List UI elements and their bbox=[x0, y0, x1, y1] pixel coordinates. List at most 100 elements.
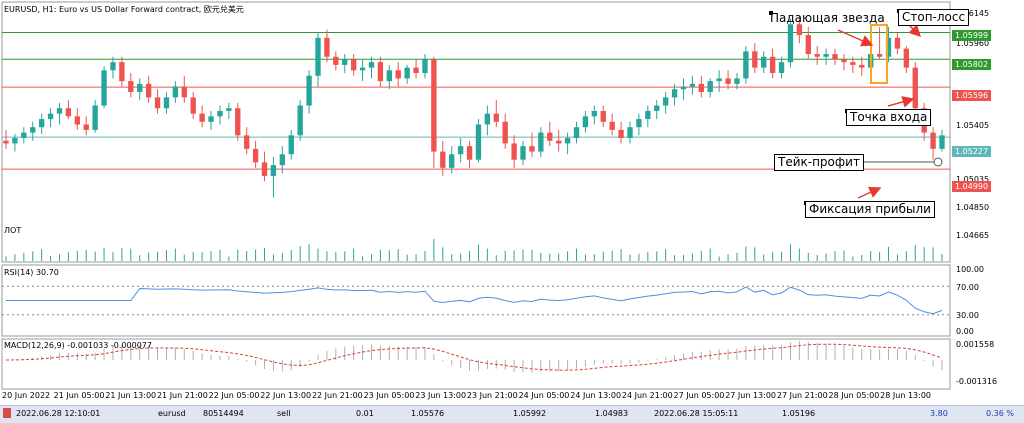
candle-body bbox=[324, 37, 330, 57]
candle-body bbox=[333, 56, 339, 65]
entry-point-arrow bbox=[887, 96, 915, 108]
level-badge: 1.05596 bbox=[952, 90, 992, 101]
time-axis-label: 22 Jun 05:00 bbox=[208, 391, 260, 400]
rsi-axis-label: 70.00 bbox=[956, 283, 979, 292]
anchor-dot bbox=[769, 11, 773, 15]
candle-body bbox=[805, 35, 811, 55]
price-axis-label: 1.04850 bbox=[956, 203, 990, 212]
level-badge: 1.05999 bbox=[952, 30, 992, 41]
candle-body bbox=[315, 37, 321, 76]
candle-body bbox=[163, 97, 170, 109]
candle-body bbox=[235, 108, 241, 136]
profit-fix-label: Фиксация прибыли bbox=[805, 201, 935, 218]
time-axis-label: 22 Jun 13:00 bbox=[260, 391, 312, 400]
candle-body bbox=[217, 110, 223, 117]
trade-percent: 0.36 % bbox=[986, 409, 1014, 418]
rsi-line bbox=[6, 286, 943, 315]
candle-body bbox=[556, 140, 562, 144]
sell-icon bbox=[3, 408, 11, 418]
trade-type: sell bbox=[277, 409, 291, 418]
candle-body bbox=[466, 146, 473, 160]
candle-body bbox=[520, 146, 526, 160]
macd-signal-line bbox=[5, 343, 943, 371]
candle-body bbox=[449, 154, 455, 168]
candle-body bbox=[841, 59, 847, 63]
candle-body bbox=[119, 62, 125, 82]
candle-body bbox=[645, 110, 651, 120]
candle-body bbox=[38, 119, 45, 128]
candle-body bbox=[74, 116, 80, 125]
candle-body bbox=[671, 89, 678, 98]
trade-sl: 1.05992 bbox=[513, 409, 547, 418]
candle-body bbox=[547, 132, 553, 141]
rsi-axis-label: 0.00 bbox=[956, 327, 974, 336]
trade-tp: 1.04983 bbox=[595, 409, 629, 418]
trade-history-row[interactable]: 2022.06.28 12:10:01 eurusd 80514494 sell… bbox=[0, 405, 1024, 423]
candle-body bbox=[502, 121, 508, 144]
candle-body bbox=[493, 113, 499, 122]
candle-body bbox=[404, 67, 410, 79]
candle-body bbox=[359, 67, 366, 71]
rsi-title: RSI(14) 30.70 bbox=[4, 268, 59, 277]
candle-body bbox=[680, 86, 687, 90]
trade-open-price: 1.05576 bbox=[411, 409, 445, 418]
time-axis-label: 27 Jun 05:00 bbox=[673, 391, 725, 400]
candle-body bbox=[573, 127, 580, 139]
candle-body bbox=[752, 51, 758, 68]
trade-close-time: 2022.06.28 15:05:11 bbox=[654, 409, 739, 418]
candle-body bbox=[707, 81, 713, 92]
candle-body bbox=[850, 62, 856, 65]
candle-body bbox=[190, 97, 196, 114]
candle-body bbox=[172, 86, 179, 98]
candle-body bbox=[734, 78, 740, 84]
take-profit-label: Тейк-профит bbox=[774, 154, 864, 171]
candle-body bbox=[395, 70, 401, 79]
candle-body bbox=[12, 138, 18, 144]
stop-loss-arrow bbox=[907, 23, 922, 38]
candle-body bbox=[3, 140, 9, 144]
candle-body bbox=[823, 54, 829, 57]
candle-body bbox=[885, 37, 892, 57]
time-axis-label: 23 Jun 05:00 bbox=[363, 391, 415, 400]
stop-loss-label: Стоп-лосс bbox=[898, 9, 970, 26]
price-axis-label: 1.05035 bbox=[956, 175, 990, 184]
candle-body bbox=[698, 83, 704, 92]
volume-label: ЛОТ bbox=[4, 226, 22, 235]
time-axis-label: 24 Jun 05:00 bbox=[518, 391, 570, 400]
candle-body bbox=[30, 127, 36, 133]
time-axis-label: 28 Jun 13:00 bbox=[880, 391, 931, 400]
candle-body bbox=[609, 121, 615, 130]
level-badge: 1.04990 bbox=[952, 181, 992, 192]
candle-body bbox=[484, 113, 491, 125]
candle-body bbox=[930, 132, 936, 149]
time-axis-label: 23 Jun 21:00 bbox=[466, 391, 518, 400]
entry-point-label: Точка входа bbox=[846, 109, 932, 126]
panel-frame bbox=[1, 1, 951, 263]
candle-body bbox=[591, 110, 598, 117]
price-axis-label: 1.05405 bbox=[956, 121, 990, 130]
trade-profit: 3.80 bbox=[930, 409, 948, 418]
time-axis-label: 28 Jun 05:00 bbox=[828, 391, 880, 400]
candle-body bbox=[457, 146, 464, 155]
trade-volume: 0.01 bbox=[356, 409, 374, 418]
candle-body bbox=[796, 24, 803, 36]
trade-symbol: eurusd bbox=[158, 409, 186, 418]
candle-body bbox=[627, 127, 633, 139]
panel-frame bbox=[1, 338, 951, 390]
candle-body bbox=[270, 165, 277, 176]
candle-body bbox=[939, 135, 945, 149]
candle-body bbox=[199, 113, 205, 122]
take-profit-marker bbox=[933, 157, 943, 167]
candle-body bbox=[654, 105, 660, 111]
candle-body bbox=[47, 113, 54, 120]
candle-body bbox=[306, 75, 312, 106]
panel-frame bbox=[1, 264, 951, 337]
candle-body bbox=[208, 116, 214, 122]
candle-body bbox=[787, 24, 794, 63]
macd-title: MACD(12,26,9) -0.001033 -0.000077 bbox=[4, 341, 152, 350]
candle-body bbox=[689, 83, 696, 87]
candle-body bbox=[716, 78, 722, 82]
chart-title: EURUSD, H1: Euro vs US Dollar Forward co… bbox=[4, 5, 244, 14]
candle-body bbox=[297, 105, 303, 136]
